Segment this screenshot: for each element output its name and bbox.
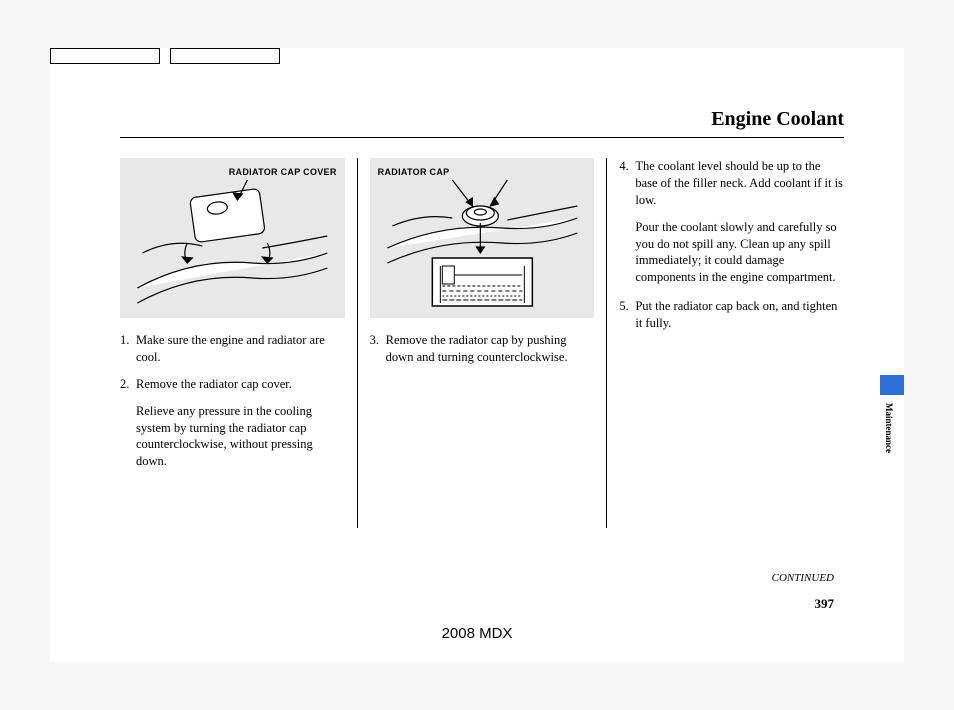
step-5-text: Put the radiator cap back on, and tighte… <box>635 298 844 332</box>
cap-cover-illustration <box>120 158 345 318</box>
step-5-number: 5. <box>619 298 635 332</box>
column-2: RADIATOR CAP <box>358 158 608 528</box>
diagram-label-cover: RADIATOR CAP COVER <box>229 166 337 178</box>
step-5: 5. Put the radiator cap back on, and tig… <box>619 298 844 332</box>
step-1: 1. Make sure the engine and radiator are… <box>120 332 345 366</box>
step-4-number: 4. <box>619 158 635 209</box>
column-3: 4. The coolant level should be up to the… <box>607 158 844 528</box>
top-button-row <box>50 48 280 64</box>
section-label: Maintenance <box>884 403 894 453</box>
step-4: 4. The coolant level should be up to the… <box>619 158 844 209</box>
step-2-para: Relieve any pressure in the cooling syst… <box>120 403 345 471</box>
nav-button-1[interactable] <box>50 48 160 64</box>
page-title: Engine Coolant <box>120 108 844 138</box>
step-3-text: Remove the radiator cap by pushing down … <box>386 332 595 366</box>
diagram-label-cap: RADIATOR CAP <box>378 166 450 178</box>
section-tab[interactable] <box>880 375 904 395</box>
step-3: 3. Remove the radiator cap by pushing do… <box>370 332 595 366</box>
step-4-para: Pour the coolant slowly and carefully so… <box>619 219 844 287</box>
continued-label: CONTINUED <box>772 572 834 584</box>
column-1: RADIATOR CAP COVER <box>120 158 358 528</box>
diagram-cap-cover: RADIATOR CAP COVER <box>120 158 345 318</box>
step-2-number: 2. <box>120 376 136 393</box>
step-4-text: The coolant level should be up to the ba… <box>635 158 844 209</box>
step-1-number: 1. <box>120 332 136 366</box>
step-2: 2. Remove the radiator cap cover. <box>120 376 345 393</box>
cap-illustration <box>370 158 595 318</box>
diagram-cap: RADIATOR CAP <box>370 158 595 318</box>
step-3-number: 3. <box>370 332 386 366</box>
nav-button-2[interactable] <box>170 48 280 64</box>
manual-page: Engine Coolant RADIATOR CAP COVER <box>50 48 904 662</box>
step-1-text: Make sure the engine and radiator are co… <box>136 332 345 366</box>
step-2-text: Remove the radiator cap cover. <box>136 376 345 393</box>
content-columns: RADIATOR CAP COVER <box>120 158 844 528</box>
page-number: 397 <box>815 596 835 612</box>
model-year: 2008 MDX <box>50 625 904 642</box>
